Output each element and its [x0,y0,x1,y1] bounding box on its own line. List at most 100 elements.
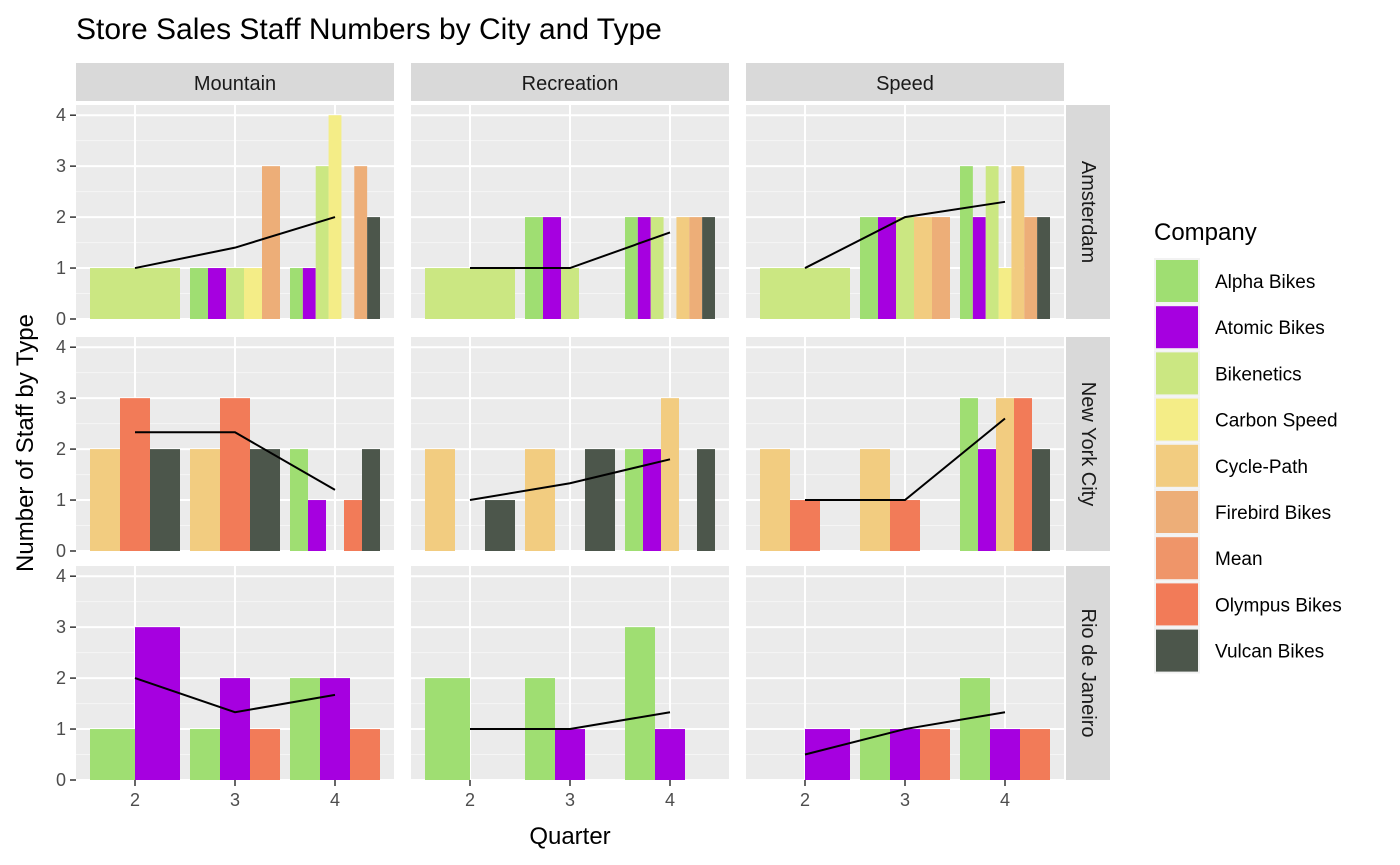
bar-alpha-bikes-q4 [290,678,320,780]
bar-atomic-bikes-q2 [805,729,850,780]
bar-bikenetics-q3 [896,217,914,319]
strip-label-speed: Speed [876,73,934,95]
bar-atomic-bikes-q4 [637,217,651,319]
bar-alpha-bikes-q4 [625,627,655,780]
bar-carbon-speed-q4 [998,268,1012,319]
panel-new-york-city-recreation [411,337,729,552]
bar-cycle-path-q4 [996,398,1014,551]
legend-swatch-alpha-bikes [1156,260,1198,302]
x-tick-label: 4 [1000,790,1010,810]
x-tick-label: 3 [900,790,910,810]
legend-label-vulcan-bikes: Vulcan Bikes [1215,642,1324,663]
legend-label-bikenetics: Bikenetics [1215,364,1302,385]
legend-swatch-firebird-bikes [1156,491,1198,533]
bar-cycle-path-q4 [1011,166,1025,319]
bar-vulcan-bikes-q3 [585,449,615,551]
panel-new-york-city-speed [746,337,1064,552]
bar-cycle-path-q4 [661,398,679,551]
bar-olympus-bikes-q4 [344,500,362,551]
bar-olympus-bikes-q4 [1020,729,1050,780]
bar-bikenetics-q4 [650,217,664,319]
bar-alpha-bikes-q4 [290,268,303,319]
legend-label-carbon-speed: Carbon Speed [1215,411,1338,432]
legend-swatch-bikenetics [1156,352,1198,395]
bar-alpha-bikes-q3 [860,217,878,319]
bar-vulcan-bikes-q4 [1032,449,1050,551]
y-tick-label: 4 [56,566,66,586]
bar-bikenetics-q4 [985,166,999,319]
y-tick-label: 1 [56,490,66,510]
x-tick-label: 3 [565,790,575,810]
bar-vulcan-bikes-q4 [697,449,715,551]
x-tick-label: 3 [230,790,240,810]
panels-layer: Mountain Recreation Speed Amsterdam New York… [76,63,1110,781]
bar-carbon-speed-q3 [244,268,262,319]
mean-line [134,677,336,714]
y-tick-label: 4 [56,337,66,357]
legend: Company Alpha Bikes Atomic Bikes Bikenetics… [1154,219,1342,674]
bar-atomic-bikes-q4 [978,449,996,551]
mean-line [805,417,1006,502]
bar-olympus-bikes-q4 [350,729,380,780]
bar-olympus-bikes-q2 [120,398,150,551]
panel-rio-de-janeiro-recreation [411,566,729,781]
legend-label-cycle-path: Cycle-Path [1215,457,1308,478]
bar-alpha-bikes-q2 [425,678,470,780]
x-tick-label: 2 [465,790,475,810]
bar-olympus-bikes-q2 [790,500,820,551]
bar-bikenetics-q3 [226,268,244,319]
legend-label-alpha-bikes: Alpha Bikes [1215,272,1315,293]
y-tick-label: 3 [56,156,66,176]
bar-cycle-path-q3 [914,217,932,319]
bar-olympus-bikes-q3 [220,398,250,551]
mean-line [469,458,671,502]
bar-atomic-bikes-q3 [220,678,250,780]
bar-bikenetics-q4 [315,166,329,319]
bar-firebird-bikes-q4 [1024,217,1038,319]
x-tick-label: 2 [130,790,140,810]
mean-line [470,231,671,270]
bar-atomic-bikes-q3 [890,729,920,780]
bar-vulcan-bikes-q4 [362,449,380,551]
legend-swatch-atomic-bikes [1156,306,1198,349]
bar-vulcan-bikes-q2 [485,500,515,551]
legend-swatch-mean [1156,537,1198,580]
bar-atomic-bikes-q4 [990,729,1020,780]
legend-swatch-vulcan-bikes [1156,629,1198,672]
y-tick-label: 3 [56,388,66,408]
y-tick-label: 1 [56,258,66,278]
row-strip-label-new-york-city: New York City [1077,382,1099,507]
chart-title: Store Sales Staff Numbers by City and Ty… [76,13,662,46]
panel-new-york-city-mountain [76,337,394,552]
strip-mountain [76,63,394,101]
bar-firebird-bikes-q4 [354,166,368,319]
bar-cycle-path-q2 [90,449,120,551]
bar-alpha-bikes-q4 [960,398,978,551]
bar-alpha-bikes-q4 [625,217,638,319]
x-axis-title: Quarter [529,823,610,850]
bar-alpha-bikes-q3 [190,268,208,319]
bar-cycle-path-q3 [190,449,220,551]
mean-line [135,431,336,491]
mean-line [470,711,671,731]
bar-bikenetics-q3 [561,268,579,319]
legend-label-atomic-bikes: Atomic Bikes [1215,318,1325,339]
y-tick-label: 4 [56,105,66,125]
bar-atomic-bikes-q4 [643,449,661,551]
bar-alpha-bikes-q4 [960,678,990,780]
bar-cycle-path-q2 [425,449,455,551]
bar-atomic-bikes-q3 [878,217,896,319]
row-strip-label-rio-de-janeiro: Rio de Janeiro [1077,609,1099,738]
bar-bikenetics-q2 [760,268,850,319]
bar-alpha-bikes-q3 [190,729,220,780]
bar-atomic-bikes-q4 [320,678,350,780]
bar-olympus-bikes-q4 [1014,398,1032,551]
panel-rio-de-janeiro-speed [746,566,1064,781]
x-tick-label: 2 [800,790,810,810]
bar-alpha-bikes-q4 [960,166,973,319]
bar-cycle-path-q3 [525,449,555,551]
bar-vulcan-bikes-q2 [150,449,180,551]
legend-swatch-olympus-bikes [1156,583,1198,626]
panel-amsterdam-recreation [411,105,729,320]
